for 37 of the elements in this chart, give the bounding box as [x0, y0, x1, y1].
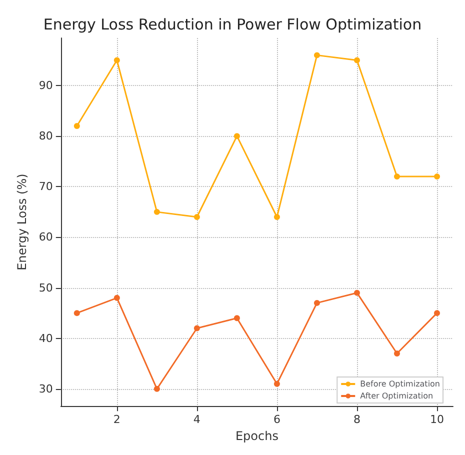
point — [394, 350, 400, 357]
point — [234, 315, 240, 322]
point — [194, 325, 200, 332]
chart-title: Energy Loss Reduction in Power Flow Optimization — [43, 16, 422, 34]
point — [314, 52, 320, 58]
legend-label: Before Optimization — [360, 380, 440, 388]
point — [234, 133, 240, 140]
point — [74, 310, 80, 316]
point — [354, 57, 360, 64]
legend-label: After Optimization — [360, 392, 434, 400]
point — [114, 57, 120, 64]
y-tick-label: 70 — [38, 180, 53, 194]
x-tick-label: 4 — [193, 413, 200, 426]
x-tick-label: 6 — [273, 413, 280, 426]
point — [194, 214, 200, 220]
point — [114, 294, 120, 301]
point — [394, 174, 400, 180]
point — [434, 174, 440, 180]
point — [354, 290, 360, 296]
x-tick-label: 8 — [353, 413, 360, 426]
y-tick-label: 40 — [38, 332, 53, 345]
point — [274, 214, 280, 220]
point — [74, 122, 80, 129]
y-tick-label: 90 — [38, 79, 53, 92]
y-tick-label: 30 — [38, 382, 53, 396]
y-tick-label: 50 — [38, 281, 53, 294]
point — [274, 380, 280, 387]
point — [314, 300, 320, 306]
x-tick-label: 10 — [430, 413, 444, 426]
y-axis-title: Energy Loss (%) — [15, 174, 29, 270]
point — [434, 310, 440, 316]
point — [154, 386, 160, 392]
y-tick-label: 80 — [38, 130, 53, 143]
point — [154, 208, 160, 215]
x-axis-title: Epochs — [235, 429, 278, 443]
y-tick-label: 60 — [38, 230, 53, 244]
x-tick-label: 2 — [113, 413, 120, 426]
